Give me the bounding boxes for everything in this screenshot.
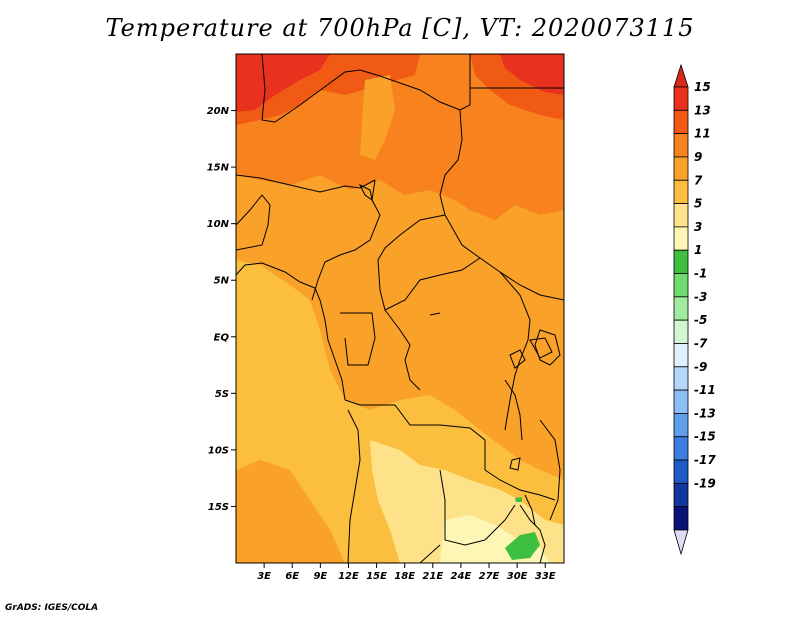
lon-tick-label: 21E xyxy=(422,571,443,582)
colorbar-level-label: -15 xyxy=(694,430,716,444)
field-9-11-se xyxy=(500,430,564,470)
colorbar-level-label: -1 xyxy=(694,267,707,281)
colorbar-swatch xyxy=(673,482,689,508)
field-5-7-south xyxy=(370,440,564,563)
lon-tick-label: 27E xyxy=(479,571,500,582)
plot-frame xyxy=(235,53,565,564)
colorbar-level-label: -11 xyxy=(694,383,716,397)
colorbar-swatch xyxy=(673,156,689,181)
colorbar-swatch xyxy=(673,203,689,228)
lon-tick-label: 3E xyxy=(257,571,271,582)
colorbar-swatch xyxy=(673,273,689,298)
lon-tick-label: 9E xyxy=(313,571,327,582)
colorbar-swatch xyxy=(673,366,689,391)
field-15-plus-ne xyxy=(500,54,564,95)
colorbar-bottom-arrow xyxy=(673,529,689,556)
colorbar-level-label: -3 xyxy=(694,290,707,304)
colorbar-top-arrow xyxy=(673,63,689,88)
field-9-11-north-patch xyxy=(360,75,395,160)
colorbar-swatch xyxy=(673,319,689,344)
lat-tick-label: 10N xyxy=(207,219,230,230)
lon-tick-label: 6E xyxy=(285,571,299,582)
field-11-13 xyxy=(236,54,564,220)
lat-tick-label: 10S xyxy=(208,445,229,456)
temperature-map xyxy=(236,54,564,563)
lat-ticks: 20N 15N 10N 5N EQ 5S 10S 15S xyxy=(207,106,236,513)
field-1-3-speck xyxy=(515,497,522,502)
colorbar-level-label: 15 xyxy=(694,80,711,94)
colorbar-swatch xyxy=(673,506,689,531)
colorbar: 15 13 11 9 7 5 3 1 -1 -3 -5 -7 -9 -11 -13 -15 -17 -19 xyxy=(673,63,716,556)
colorbar-swatch xyxy=(673,179,689,204)
lat-tick-label: 15N xyxy=(207,163,230,174)
colorbar-swatch xyxy=(673,133,689,158)
colorbar-level-label: 1 xyxy=(694,243,702,257)
field-1-3-spot xyxy=(505,532,540,560)
lon-ticks: 3E 6E 9E 12E 15E 18E 21E 24E 27E 30E 33E xyxy=(257,563,556,582)
colorbar-swatch xyxy=(673,109,689,135)
lat-tick-label: 5N xyxy=(214,276,230,287)
colorbar-level-label: -9 xyxy=(694,360,707,374)
lon-tick-label: 33E xyxy=(535,571,556,582)
colorbar-level-label: -5 xyxy=(694,313,707,327)
colorbar-swatch xyxy=(673,436,689,461)
lon-tick-label: 30E xyxy=(507,571,528,582)
colorbar-swatch xyxy=(673,86,689,111)
colorbar-swatch xyxy=(673,459,689,484)
colorbar-swatch xyxy=(673,413,689,438)
lat-tick-label: 5S xyxy=(215,389,229,400)
colorbar-swatch xyxy=(673,249,689,274)
colorbar-level-label: -19 xyxy=(694,476,716,490)
colorbar-level-label: -17 xyxy=(694,453,716,467)
lakes xyxy=(358,183,553,526)
footer-credit: GrADS: IGES/COLA xyxy=(5,603,99,613)
colorbar-level-label: 11 xyxy=(694,127,711,141)
colorbar-swatch xyxy=(673,226,689,251)
coastline xyxy=(236,262,346,401)
colorbar-swatch xyxy=(673,296,689,321)
country-borders xyxy=(236,54,564,563)
colorbar-level-label: -13 xyxy=(694,406,716,420)
colorbar-level-label: 7 xyxy=(694,173,703,187)
lon-tick-label: 15E xyxy=(366,571,387,582)
lat-tick-label: EQ xyxy=(214,332,230,343)
colorbar-level-label: 13 xyxy=(694,103,711,117)
colorbar-level-label: 3 xyxy=(694,220,702,234)
colorbar-swatch xyxy=(673,343,689,368)
field-15-plus-nw xyxy=(236,54,330,112)
lat-tick-label: 20N xyxy=(207,106,230,117)
colorbar-level-label: 5 xyxy=(694,197,702,211)
lon-tick-label: 12E xyxy=(338,571,359,582)
lon-tick-label: 18E xyxy=(394,571,415,582)
lat-tick-label: 15S xyxy=(208,502,229,513)
colorbar-level-label: 9 xyxy=(694,150,702,164)
lon-tick-label: 24E xyxy=(451,571,472,582)
field-9-11-sw xyxy=(236,460,345,563)
chart-title: Temperature at 700hPa [C], VT: 202007311… xyxy=(105,14,695,42)
colorbar-swatch xyxy=(673,389,689,414)
colorbar-level-label: -7 xyxy=(694,336,708,350)
